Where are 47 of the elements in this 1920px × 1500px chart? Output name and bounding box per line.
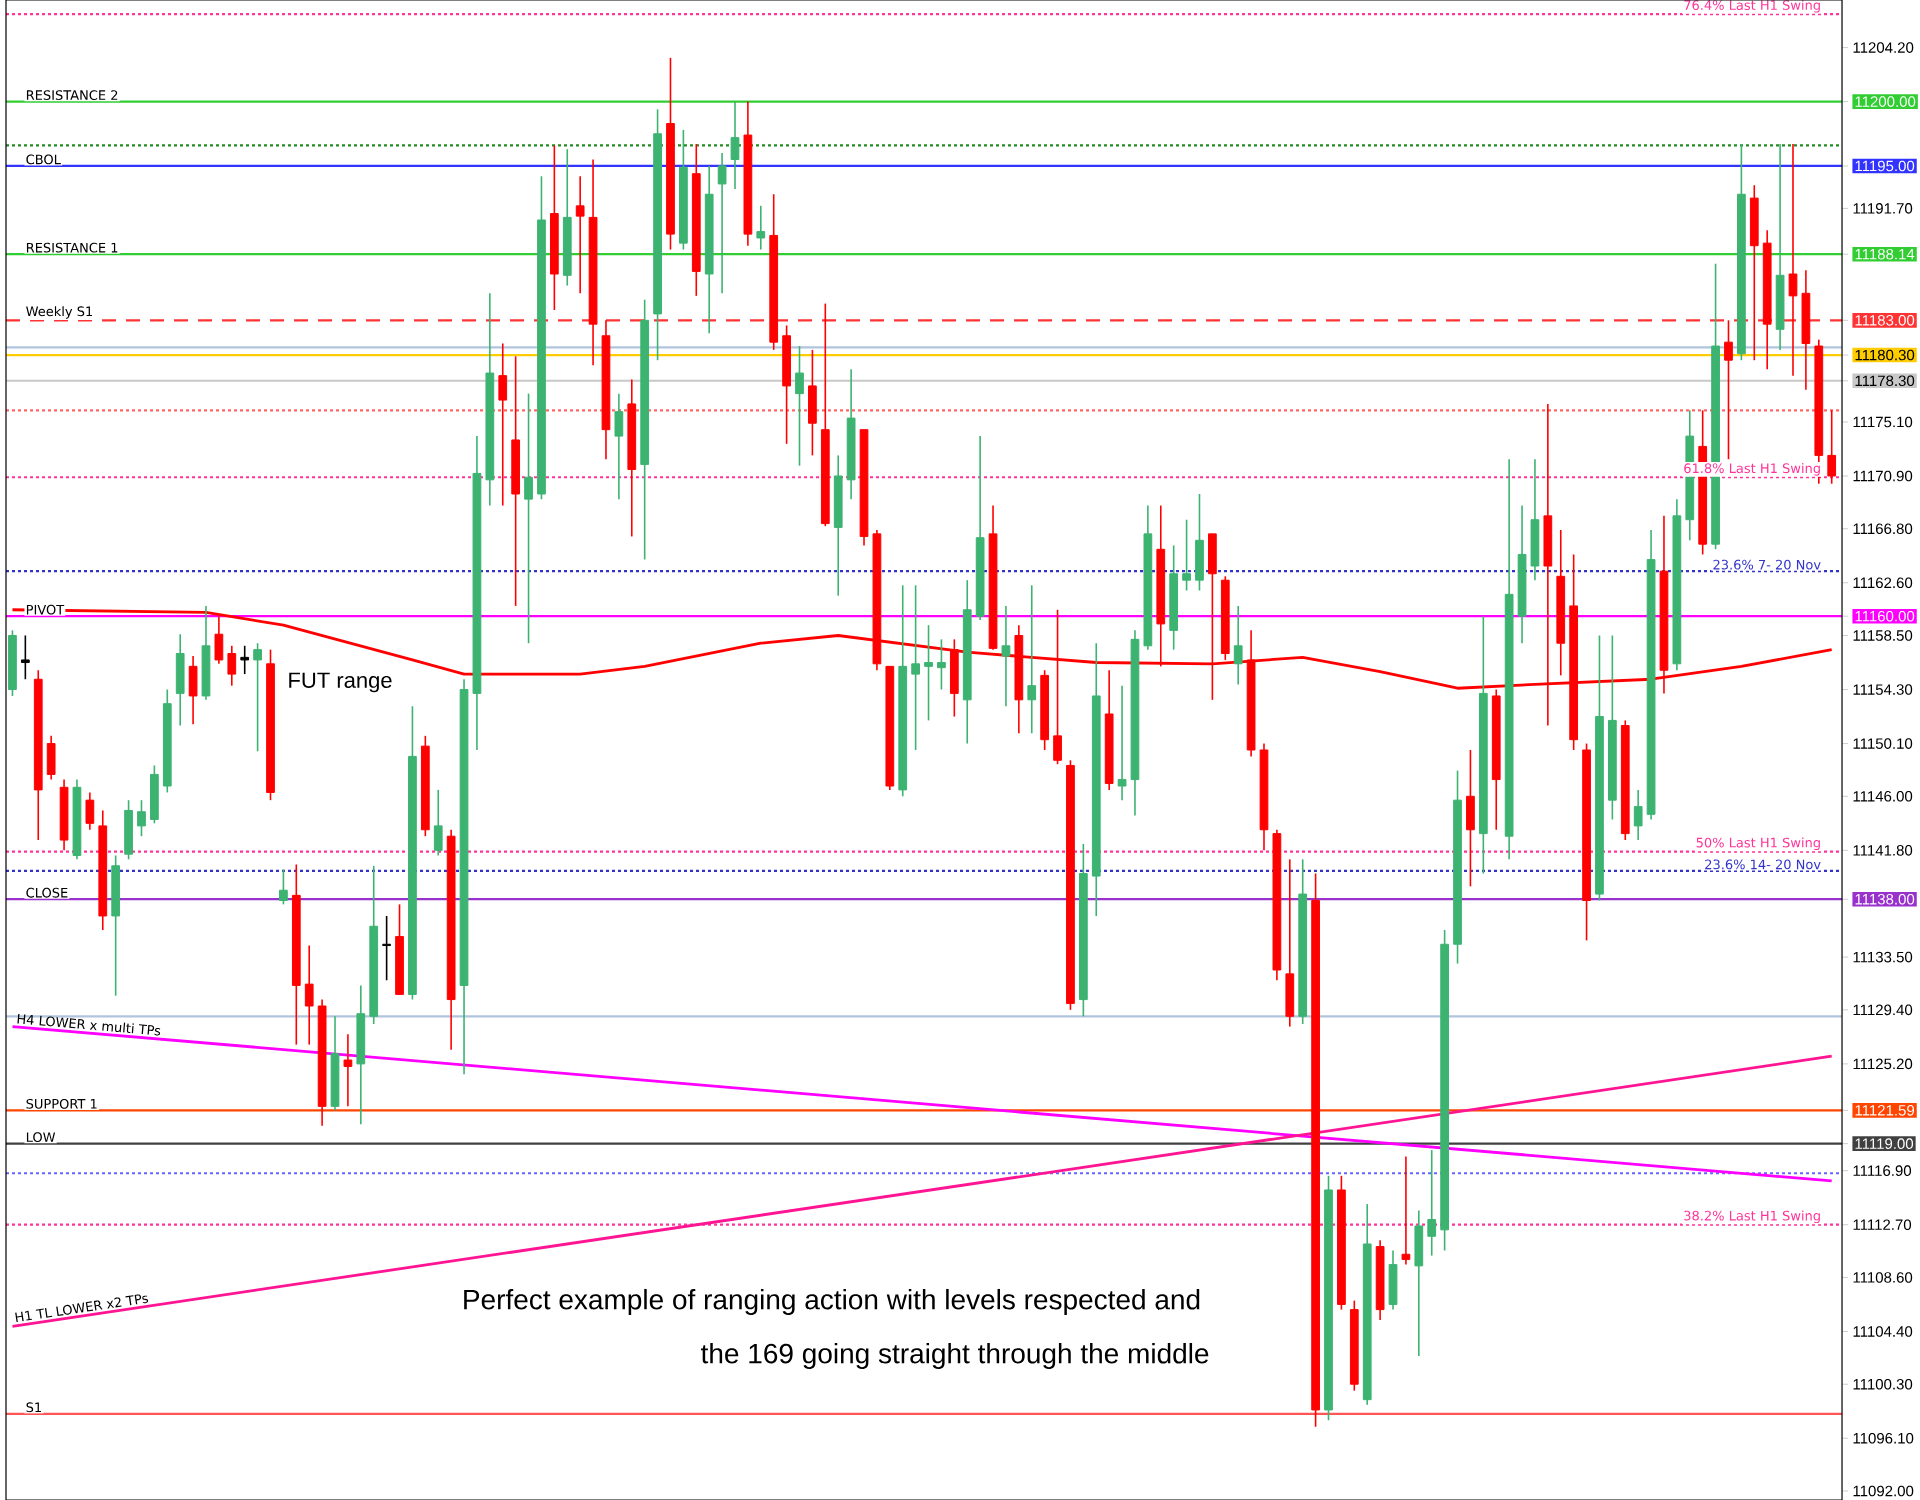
candlestick xyxy=(137,799,146,837)
candlestick xyxy=(1401,1155,1411,1266)
candlestick xyxy=(1182,518,1191,592)
candlestick xyxy=(253,642,262,753)
candlestick xyxy=(1285,858,1295,1028)
candlestick xyxy=(1001,605,1011,708)
candlestick xyxy=(1388,1249,1398,1311)
candlestick xyxy=(524,392,533,645)
candlestick xyxy=(1633,789,1643,841)
annotation: Perfect example of ranging action with levels respected and xyxy=(464,1288,1200,1316)
candlestick xyxy=(124,799,133,861)
candlestick xyxy=(795,345,804,467)
candlestick xyxy=(382,915,391,982)
candlestick xyxy=(188,655,198,726)
candlestick xyxy=(175,633,185,727)
candlestick xyxy=(808,349,817,457)
candlestick xyxy=(227,644,237,687)
candlestick xyxy=(575,175,585,295)
candlestick xyxy=(214,615,224,665)
candlestick xyxy=(1827,409,1837,485)
candlestick xyxy=(756,205,766,251)
candlestick xyxy=(717,152,727,295)
candlestick xyxy=(150,764,159,825)
candlestick xyxy=(1195,493,1204,592)
candlestick xyxy=(240,644,250,675)
candlestick xyxy=(1749,184,1759,361)
candlestick xyxy=(1233,605,1243,686)
candlestick xyxy=(20,634,30,681)
candlestick xyxy=(85,791,95,831)
candlestick xyxy=(304,944,314,1046)
candlestick xyxy=(279,868,288,906)
candlestick xyxy=(46,735,56,781)
candlestick xyxy=(343,1033,353,1108)
candlestick xyxy=(730,100,740,190)
candlestick xyxy=(433,789,443,857)
candlestick xyxy=(614,392,624,500)
candlestick xyxy=(911,584,920,751)
candlestick xyxy=(1427,1149,1437,1257)
candlestick xyxy=(1414,1209,1424,1357)
candlestick xyxy=(498,342,508,507)
candlestick xyxy=(1466,749,1475,888)
candlestick xyxy=(1027,584,1037,735)
annotation: the 169 going straight through the middle xyxy=(701,1342,1209,1370)
candlestick xyxy=(937,638,946,691)
candlestick xyxy=(924,624,933,722)
annotation: FUT range xyxy=(289,672,392,693)
candlestick xyxy=(1724,319,1733,461)
